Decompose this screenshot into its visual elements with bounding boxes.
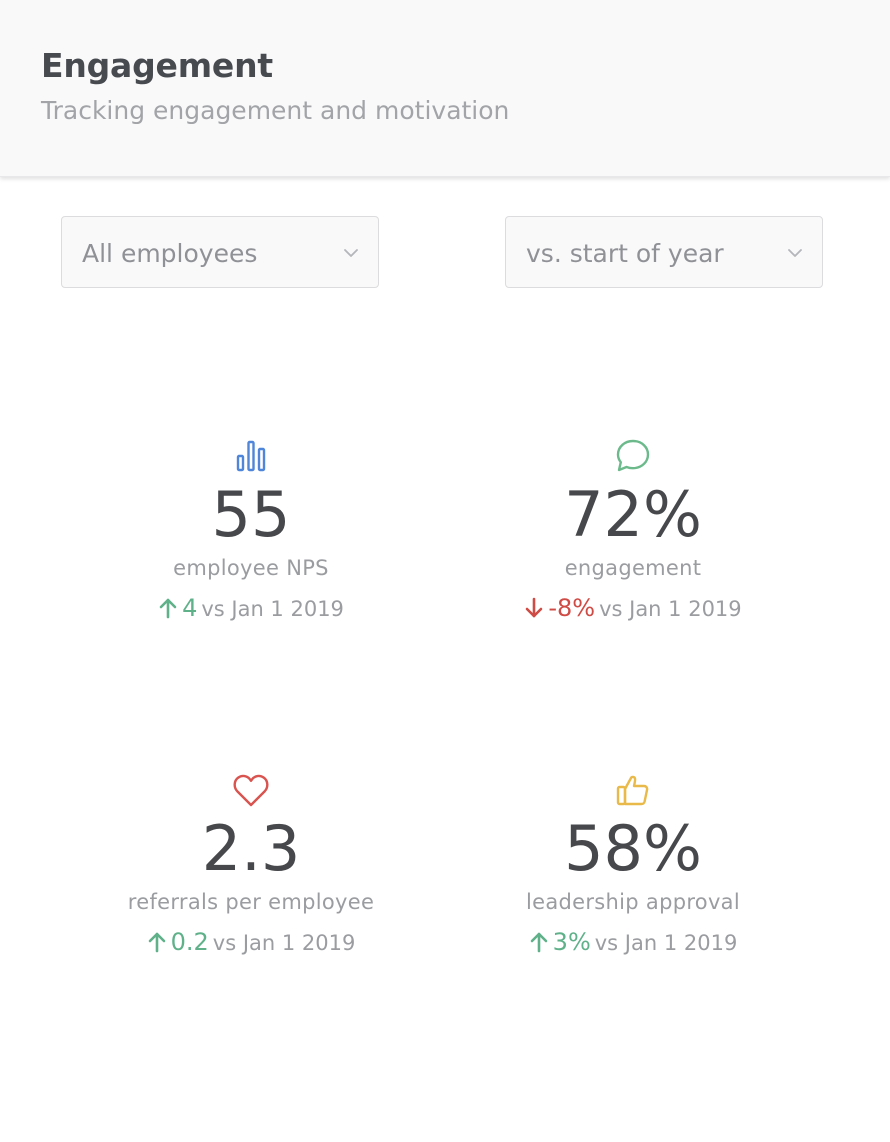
metric-card-employee-nps: 55 employee NPS 4 vs Jan 1 2019 [61,436,441,622]
metric-card-leadership-approval: 58% leadership approval 3% vs Jan 1 2019 [443,770,823,956]
metric-delta-value: 0.2 [170,928,209,956]
bar-chart-icon [236,440,266,472]
chat-bubble-icon [616,439,650,472]
metric-value: 55 [211,478,291,551]
metric-delta-comparison: vs Jan 1 2019 [201,597,344,621]
employee-group-select-value: All employees [82,239,258,268]
metric-value: 72% [564,478,702,551]
page-subtitle: Tracking engagement and motivation [41,96,510,125]
metric-delta-comparison: vs Jan 1 2019 [212,931,356,955]
metric-delta-comparison: vs Jan 1 2019 [599,597,742,621]
metric-value: 2.3 [201,812,301,885]
arrow-up-icon [159,598,177,619]
comparison-period-select[interactable]: vs. start of year [505,216,823,288]
metric-delta: 4 vs Jan 1 2019 [61,594,441,622]
metric-label: leadership approval [526,890,740,914]
metric-value: 58% [564,812,702,885]
employee-group-select[interactable]: All employees [61,216,379,288]
arrow-up-icon [530,932,547,953]
metric-delta: -8% vs Jan 1 2019 [443,594,823,622]
metric-label: engagement [564,556,702,580]
metric-label: referrals per employee [127,890,375,914]
metric-card-engagement: 72% engagement -8% vs Jan 1 2019 [443,436,823,622]
chevron-down-icon [344,249,358,257]
comparison-period-select-value: vs. start of year [526,239,724,268]
metric-card-referrals: 2.3 referrals per employee 0.2 vs Jan 1 2… [61,770,441,956]
metric-delta-value: 3% [552,928,591,956]
page-title: Engagement [41,46,273,85]
metric-delta: 3% vs Jan 1 2019 [443,928,823,956]
arrow-up-icon [148,932,165,953]
metric-delta: 0.2 vs Jan 1 2019 [61,928,441,956]
page-header: Engagement Tracking engagement and motiv… [0,0,890,177]
chevron-down-icon [788,249,802,257]
heart-icon [233,774,269,807]
metric-delta-value: -8% [548,594,596,622]
metric-delta-value: 4 [182,594,198,622]
metric-label: employee NPS [173,556,329,580]
thumbs-up-icon [616,775,649,806]
arrow-down-icon [526,597,543,618]
metric-delta-comparison: vs Jan 1 2019 [594,931,738,955]
